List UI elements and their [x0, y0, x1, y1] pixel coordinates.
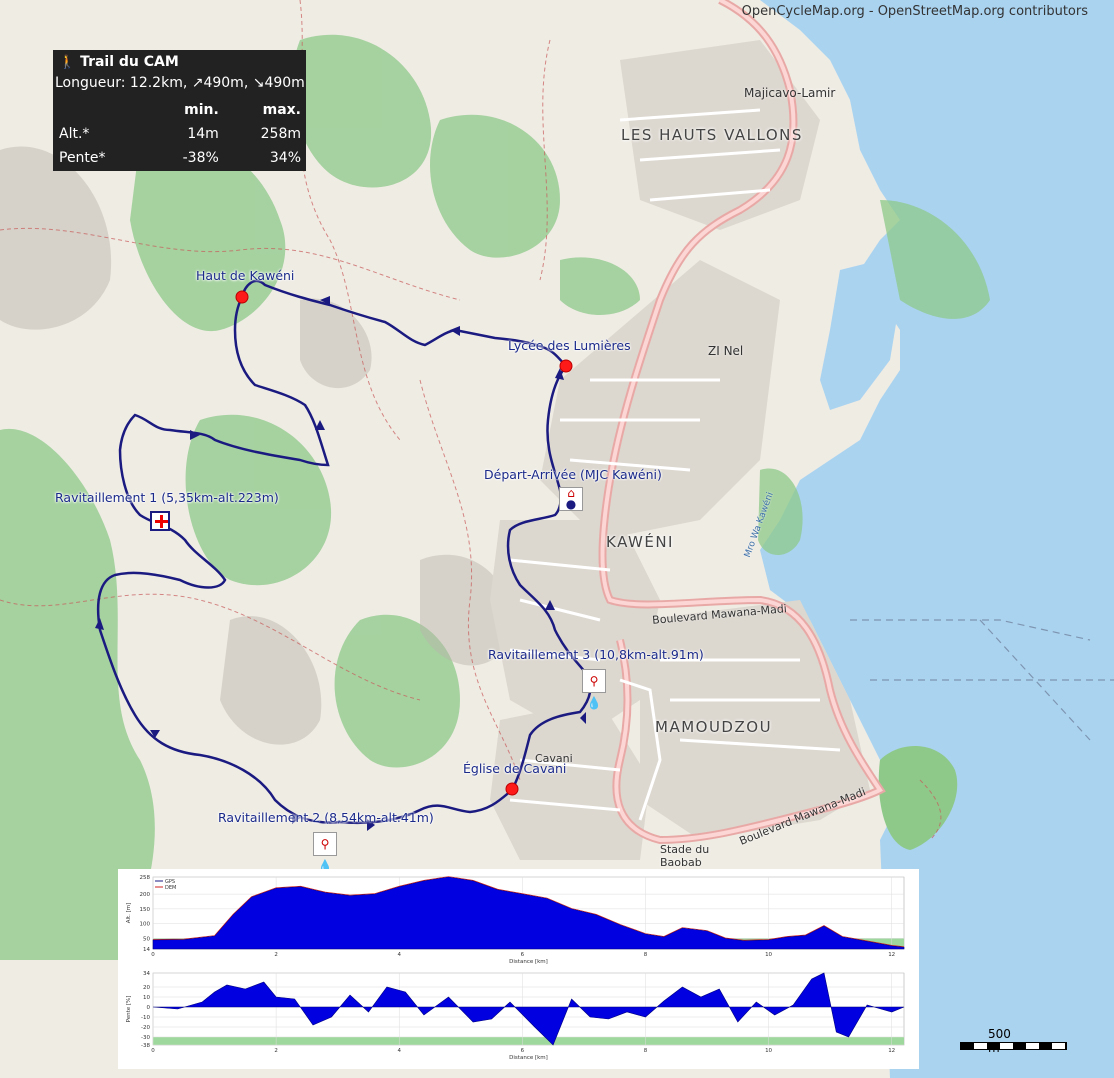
poi-label-depart: Départ-Arrivée (MJC Kawéni)	[484, 467, 662, 482]
poi-label-ravito1: Ravitaillement 1 (5,35km-alt.223m)	[55, 490, 279, 505]
y-tick-label: 258	[140, 875, 151, 881]
y-tick-label: 10	[143, 995, 150, 1001]
route-arrows	[95, 296, 586, 831]
place-kaweni: KAWÉNI	[606, 533, 674, 551]
series-line-dem	[152, 876, 905, 947]
y-tick-label: 50	[143, 936, 150, 942]
lagoon	[820, 260, 900, 410]
row-label: Pente*	[59, 150, 106, 166]
place-majicavo: Majicavo-Lamir	[744, 86, 836, 100]
series-area	[152, 972, 905, 1046]
place-hauts-vallons: LES HAUTS VALLONS	[621, 126, 803, 144]
first-aid-icon	[150, 511, 170, 531]
scale-label: 500 m	[988, 1027, 1011, 1055]
y-tick-label: 14	[143, 947, 150, 953]
hillshade	[0, 146, 512, 745]
y-axis-label: Alt. [m]	[126, 903, 132, 924]
y-tick-label: -10	[141, 1015, 150, 1021]
y-tick-label: -20	[141, 1025, 150, 1031]
main-road-core	[600, 0, 883, 843]
x-tick-label: 2	[274, 1048, 278, 1054]
place-mamoudzou: MAMOUDZOU	[655, 718, 773, 736]
col-min-header: min.	[184, 102, 219, 118]
track-title: 🚶 Trail du CAM	[59, 54, 179, 70]
x-axis-label: Distance [km]	[509, 959, 548, 965]
table-row: Alt.* 14m 258m	[55, 122, 305, 146]
water-tap-icon-3: ⚲💧	[582, 669, 606, 710]
y-axis-label: Pente [%]	[126, 996, 132, 1023]
row-max: 34%	[269, 150, 301, 166]
water-tap-icon-2: ⚲💧	[313, 832, 337, 873]
elevation-profile-chart: 0 2 4 6 8 10 122582001501005014GPSDEMDistance …	[118, 869, 919, 1069]
row-min: 14m	[187, 126, 219, 142]
y-tick-label: 0	[147, 1005, 151, 1011]
col-max-header: max.	[262, 102, 301, 118]
low-slope-band	[153, 1037, 904, 1045]
table-row: Pente* -38% 34%	[55, 146, 305, 170]
poi-label-haut-kaweni: Haut de Kawéni	[196, 268, 295, 283]
row-min: -38%	[182, 150, 219, 166]
x-tick-label: 6	[521, 1048, 525, 1054]
waypoint-markers	[235, 290, 573, 796]
x-axis-label: Distance [km]	[509, 1055, 548, 1061]
x-tick-label: 12	[888, 952, 895, 958]
x-tick-label: 0	[151, 952, 155, 958]
island	[878, 746, 958, 850]
track-length: Longueur: 12.2km, ↗490m, ↘490m	[55, 75, 305, 91]
sea-area	[760, 0, 1114, 1078]
x-tick-label: 10	[765, 1048, 772, 1054]
x-tick-label: 8	[644, 1048, 648, 1054]
poi-label-ravito2: Ravitaillement 2 (8,54km-alt.41m)	[218, 810, 434, 825]
place-cavani: Cavani	[535, 752, 573, 765]
x-tick-label: 4	[397, 952, 401, 958]
y-tick-label: 150	[140, 907, 151, 913]
x-tick-label: 6	[521, 952, 525, 958]
x-tick-label: 2	[274, 952, 278, 958]
x-tick-label: 4	[397, 1048, 401, 1054]
legend-label-gps: GPS	[165, 879, 175, 885]
y-tick-label: 100	[140, 922, 151, 928]
series-area	[152, 876, 905, 950]
y-tick-label: 20	[143, 985, 150, 991]
y-tick-label: 34	[143, 971, 150, 977]
start-finish-icon: ⌂ ●	[559, 487, 583, 511]
x-tick-label: 12	[888, 1048, 895, 1054]
row-label: Alt.*	[59, 126, 90, 142]
y-tick-label: -30	[141, 1035, 150, 1041]
hiker-icon: 🚶	[59, 55, 76, 70]
track-info-panel: 🚶 Trail du CAM Longueur: 12.2km, ↗490m, …	[53, 50, 306, 171]
row-max: 258m	[260, 126, 301, 142]
x-tick-label: 0	[151, 1048, 155, 1054]
forest-areas	[0, 34, 990, 960]
secondary-roads	[509, 108, 841, 821]
x-tick-label: 10	[765, 952, 772, 958]
legend-label-dem: DEM	[165, 885, 176, 891]
poi-label-lycee: Lycée des Lumières	[508, 338, 631, 353]
place-stade: Stade du Baobab	[660, 843, 710, 869]
ferry-line	[850, 619, 1114, 741]
x-tick-label: 8	[644, 952, 648, 958]
place-zi-nel: ZI Nel	[708, 344, 744, 358]
y-tick-label: 200	[140, 892, 151, 898]
scale-bar-graphic	[960, 1042, 1067, 1050]
track-stats-table: min. max. Alt.* 14m 258m Pente* -38% 34%	[55, 98, 305, 170]
poi-label-eglise: Église de Cavani	[463, 761, 567, 776]
poi-label-ravito3: Ravitaillement 3 (10,8km-alt.91m)	[488, 647, 704, 662]
y-tick-label: -38	[141, 1043, 150, 1049]
map-attribution[interactable]: OpenCycleMap.org - OpenStreetMap.org con…	[741, 4, 1088, 19]
